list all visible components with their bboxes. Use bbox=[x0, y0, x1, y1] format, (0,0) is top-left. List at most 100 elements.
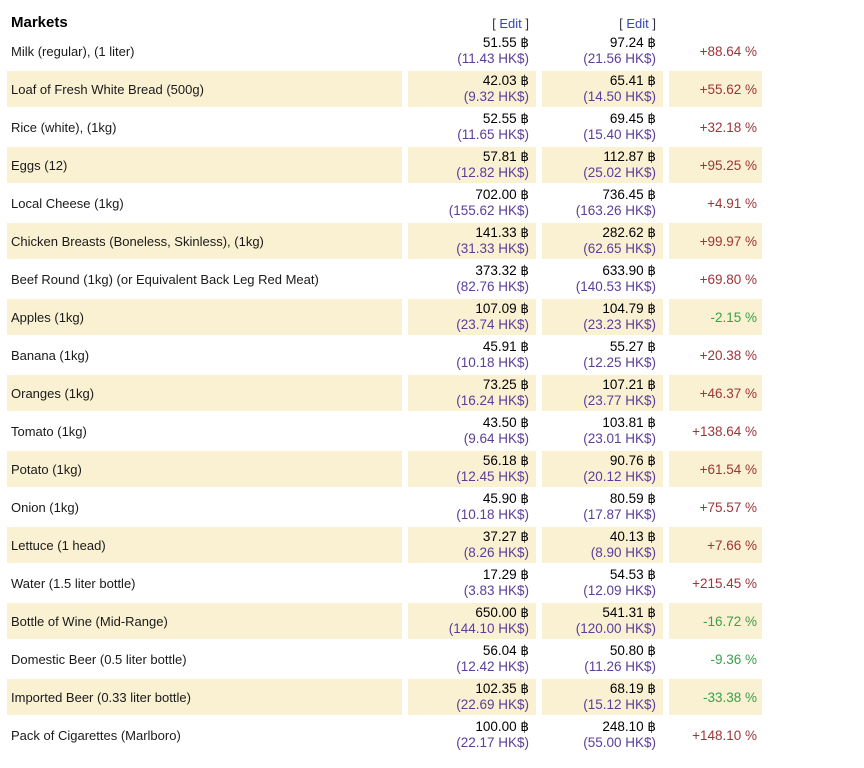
bracket-open: [ bbox=[619, 16, 623, 31]
table-row: Onion (1kg) 45.90 ฿ (10.18 HK$) 80.59 ฿ … bbox=[7, 489, 762, 525]
price-city-right: 107.21 ฿ (23.77 HK$) bbox=[542, 375, 663, 411]
item-name: Lettuce (1 head) bbox=[7, 527, 402, 563]
item-name: Tomato (1kg) bbox=[11, 423, 87, 439]
table-row: Domestic Beer (0.5 liter bottle) 56.04 ฿… bbox=[7, 641, 762, 677]
price-amount: 45.91 ฿ bbox=[482, 339, 529, 354]
change-percent: -33.38 % bbox=[669, 679, 762, 715]
item-name: Beef Round (1kg) (or Equivalent Back Leg… bbox=[11, 271, 319, 287]
edit-header-left: [ Edit ] bbox=[408, 7, 536, 31]
price-city-right: 633.90 ฿ (140.53 HK$) bbox=[542, 261, 663, 297]
item-name: Pack of Cigarettes (Marlboro) bbox=[11, 727, 181, 743]
table-row: Rice (white), (1kg) 52.55 ฿ (11.65 HK$) … bbox=[7, 109, 762, 145]
price-city-right: 90.76 ฿ (20.12 HK$) bbox=[542, 451, 663, 487]
price-city-left: 56.04 ฿ (12.42 HK$) bbox=[408, 641, 536, 677]
table-row: Imported Beer (0.33 liter bottle) 102.35… bbox=[7, 679, 762, 715]
item-name: Oranges (1kg) bbox=[7, 375, 402, 411]
table-header-row: Markets [ Edit ] [ Edit ] bbox=[7, 7, 762, 31]
price-amount: 55.27 ฿ bbox=[609, 339, 656, 354]
item-name: Potato (1kg) bbox=[7, 451, 402, 487]
price-city-right: 40.13 ฿ (8.90 HK$) bbox=[542, 527, 663, 563]
converted-amount: (22.17 HK$) bbox=[456, 735, 529, 750]
item-name: Rice (white), (1kg) bbox=[11, 119, 117, 135]
item-name: Imported Beer (0.33 liter bottle) bbox=[7, 679, 402, 715]
price-amount: 51.55 ฿ bbox=[482, 35, 529, 50]
price-city-left: 141.33 ฿ (31.33 HK$) bbox=[408, 223, 536, 259]
price-amount: 37.27 ฿ bbox=[482, 529, 529, 544]
bracket-close: ] bbox=[525, 16, 529, 31]
converted-amount: (3.83 HK$) bbox=[463, 583, 529, 598]
item-name: Local Cheese (1kg) bbox=[11, 195, 124, 211]
converted-amount: (17.87 HK$) bbox=[583, 507, 656, 522]
item-name: Domestic Beer (0.5 liter bottle) bbox=[11, 651, 187, 667]
price-city-right: 65.41 ฿ (14.50 HK$) bbox=[542, 71, 663, 107]
converted-amount: (23.74 HK$) bbox=[456, 317, 529, 332]
market-table-body: Milk (regular), (1 liter) 51.55 ฿ (11.43… bbox=[7, 33, 762, 753]
price-amount: 73.25 ฿ bbox=[482, 377, 529, 392]
converted-amount: (9.32 HK$) bbox=[463, 89, 529, 104]
change-percent: +55.62 % bbox=[669, 71, 762, 107]
price-amount: 141.33 ฿ bbox=[475, 225, 529, 240]
converted-amount: (10.18 HK$) bbox=[456, 507, 529, 522]
converted-amount: (62.65 HK$) bbox=[583, 241, 656, 256]
change-percent: +32.18 % bbox=[699, 119, 757, 135]
converted-amount: (120.00 HK$) bbox=[575, 621, 656, 636]
price-city-right: 736.45 ฿ (163.26 HK$) bbox=[542, 185, 663, 221]
table-row: Local Cheese (1kg) 702.00 ฿ (155.62 HK$)… bbox=[7, 185, 762, 221]
converted-amount: (82.76 HK$) bbox=[456, 279, 529, 294]
price-amount: 633.90 ฿ bbox=[602, 263, 656, 278]
price-amount: 102.35 ฿ bbox=[475, 681, 529, 696]
change-percent: +95.25 % bbox=[669, 147, 762, 183]
item-name: Milk (regular), (1 liter) bbox=[11, 43, 135, 59]
change-percent: +215.45 % bbox=[692, 575, 757, 591]
price-city-right: 54.53 ฿ (12.09 HK$) bbox=[542, 565, 663, 601]
price-city-right: 80.59 ฿ (17.87 HK$) bbox=[542, 489, 663, 525]
price-amount: 56.04 ฿ bbox=[482, 643, 529, 658]
price-amount: 40.13 ฿ bbox=[609, 529, 656, 544]
converted-amount: (16.24 HK$) bbox=[456, 393, 529, 408]
price-amount: 54.53 ฿ bbox=[609, 567, 656, 582]
price-city-right: 68.19 ฿ (15.12 HK$) bbox=[542, 679, 663, 715]
price-city-right: 55.27 ฿ (12.25 HK$) bbox=[542, 337, 663, 373]
price-amount: 107.21 ฿ bbox=[602, 377, 656, 392]
price-amount: 104.79 ฿ bbox=[602, 301, 656, 316]
converted-amount: (12.09 HK$) bbox=[583, 583, 656, 598]
edit-link-right[interactable]: Edit bbox=[626, 16, 649, 31]
table-row: Tomato (1kg) 43.50 ฿ (9.64 HK$) 103.81 ฿… bbox=[7, 413, 762, 449]
price-amount: 56.18 ฿ bbox=[482, 453, 529, 468]
change-percent: +138.64 % bbox=[692, 423, 757, 439]
converted-amount: (11.43 HK$) bbox=[457, 51, 529, 66]
change-percent: +88.64 % bbox=[699, 43, 757, 59]
converted-amount: (15.12 HK$) bbox=[583, 697, 656, 712]
table-row: Lettuce (1 head) 37.27 ฿ (8.26 HK$) 40.1… bbox=[7, 527, 762, 563]
table-row: Apples (1kg) 107.09 ฿ (23.74 HK$) 104.79… bbox=[7, 299, 762, 335]
price-amount: 107.09 ฿ bbox=[475, 301, 529, 316]
edit-link-left[interactable]: Edit bbox=[499, 16, 522, 31]
price-city-right: 112.87 ฿ (25.02 HK$) bbox=[542, 147, 663, 183]
converted-amount: (9.64 HK$) bbox=[463, 431, 529, 446]
markets-section-title: Markets bbox=[11, 14, 68, 31]
converted-amount: (12.42 HK$) bbox=[456, 659, 529, 674]
price-amount: 282.62 ฿ bbox=[602, 225, 656, 240]
price-city-left: 100.00 ฿ (22.17 HK$) bbox=[408, 717, 536, 753]
price-amount: 80.59 ฿ bbox=[609, 491, 656, 506]
converted-amount: (23.23 HK$) bbox=[583, 317, 656, 332]
price-amount: 50.80 ฿ bbox=[609, 643, 656, 658]
bracket-open: [ bbox=[492, 16, 496, 31]
table-row: Potato (1kg) 56.18 ฿ (12.45 HK$) 90.76 ฿… bbox=[7, 451, 762, 487]
price-city-left: 17.29 ฿ (3.83 HK$) bbox=[408, 565, 536, 601]
price-city-left: 373.32 ฿ (82.76 HK$) bbox=[408, 261, 536, 297]
change-percent: +20.38 % bbox=[699, 347, 757, 363]
price-city-left: 45.90 ฿ (10.18 HK$) bbox=[408, 489, 536, 525]
change-percent: +99.97 % bbox=[669, 223, 762, 259]
price-city-left: 43.50 ฿ (9.64 HK$) bbox=[408, 413, 536, 449]
price-city-left: 702.00 ฿ (155.62 HK$) bbox=[408, 185, 536, 221]
item-name: Loaf of Fresh White Bread (500g) bbox=[7, 71, 402, 107]
converted-amount: (12.45 HK$) bbox=[456, 469, 529, 484]
edit-header-right: [ Edit ] bbox=[542, 7, 663, 31]
price-city-right: 69.45 ฿ (15.40 HK$) bbox=[542, 109, 663, 145]
table-row: Water (1.5 liter bottle) 17.29 ฿ (3.83 H… bbox=[7, 565, 762, 601]
price-amount: 112.87 ฿ bbox=[603, 149, 656, 164]
price-city-left: 107.09 ฿ (23.74 HK$) bbox=[408, 299, 536, 335]
markets-comparison-table: Markets [ Edit ] [ Edit ] Milk (regular)… bbox=[1, 5, 768, 755]
